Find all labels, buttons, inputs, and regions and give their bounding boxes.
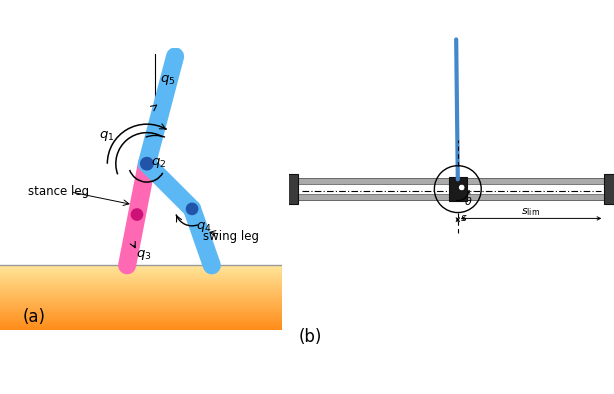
Bar [0, 316, 282, 317]
Text: $s$: $s$ [460, 213, 468, 223]
Bar [0, 306, 282, 308]
Text: stance leg: stance leg [28, 185, 90, 198]
Bar [0, 292, 282, 293]
Bar [0, 272, 282, 273]
Bar [298, 194, 604, 200]
Bar [0, 311, 282, 312]
Bar [0, 279, 282, 280]
Bar [0, 269, 282, 270]
Bar [0, 324, 282, 325]
Bar [0, 329, 282, 330]
Text: $\theta$: $\theta$ [464, 195, 473, 207]
Bar [0, 296, 282, 298]
Bar [0, 288, 282, 290]
Circle shape [187, 203, 198, 215]
Bar [0, 282, 282, 283]
Bar [0, 327, 282, 329]
Bar [0, 299, 282, 301]
Bar [0, 309, 282, 311]
Bar [0, 293, 282, 295]
Bar [0, 303, 282, 304]
Bar [0, 308, 282, 309]
Text: $q_1$: $q_1$ [99, 129, 114, 143]
Bar [0, 275, 282, 277]
Bar [0, 277, 282, 279]
Circle shape [141, 158, 153, 170]
Bar [0, 321, 282, 322]
Bar [0, 295, 282, 296]
Bar [0, 325, 282, 327]
Circle shape [459, 184, 465, 191]
Bar [449, 177, 467, 201]
Bar [0, 267, 282, 269]
Bar [0, 298, 282, 299]
Bar [0, 314, 282, 316]
Bar [284, 175, 298, 204]
Bar [0, 322, 282, 324]
Bar [0, 301, 282, 303]
Text: (b): (b) [298, 328, 322, 346]
Bar [0, 304, 282, 306]
Text: $s_{\rm lim}$: $s_{\rm lim}$ [521, 206, 540, 218]
Bar [0, 286, 282, 288]
Bar [0, 319, 282, 321]
Bar [0, 280, 282, 282]
Text: $q_2$: $q_2$ [151, 156, 166, 170]
Bar [0, 270, 282, 272]
Bar [604, 175, 614, 204]
Bar [298, 178, 604, 184]
Text: $q_5$: $q_5$ [160, 73, 175, 87]
Text: swing leg: swing leg [203, 230, 259, 243]
Bar [0, 266, 282, 267]
Bar [0, 317, 282, 319]
Bar [0, 283, 282, 285]
Bar [0, 285, 282, 286]
Circle shape [131, 209, 142, 220]
Text: $q_3$: $q_3$ [136, 248, 151, 262]
Text: (a): (a) [23, 308, 45, 326]
Text: $q_4$: $q_4$ [196, 220, 212, 234]
Bar [0, 273, 282, 275]
Bar [0, 290, 282, 292]
Bar [0, 312, 282, 314]
